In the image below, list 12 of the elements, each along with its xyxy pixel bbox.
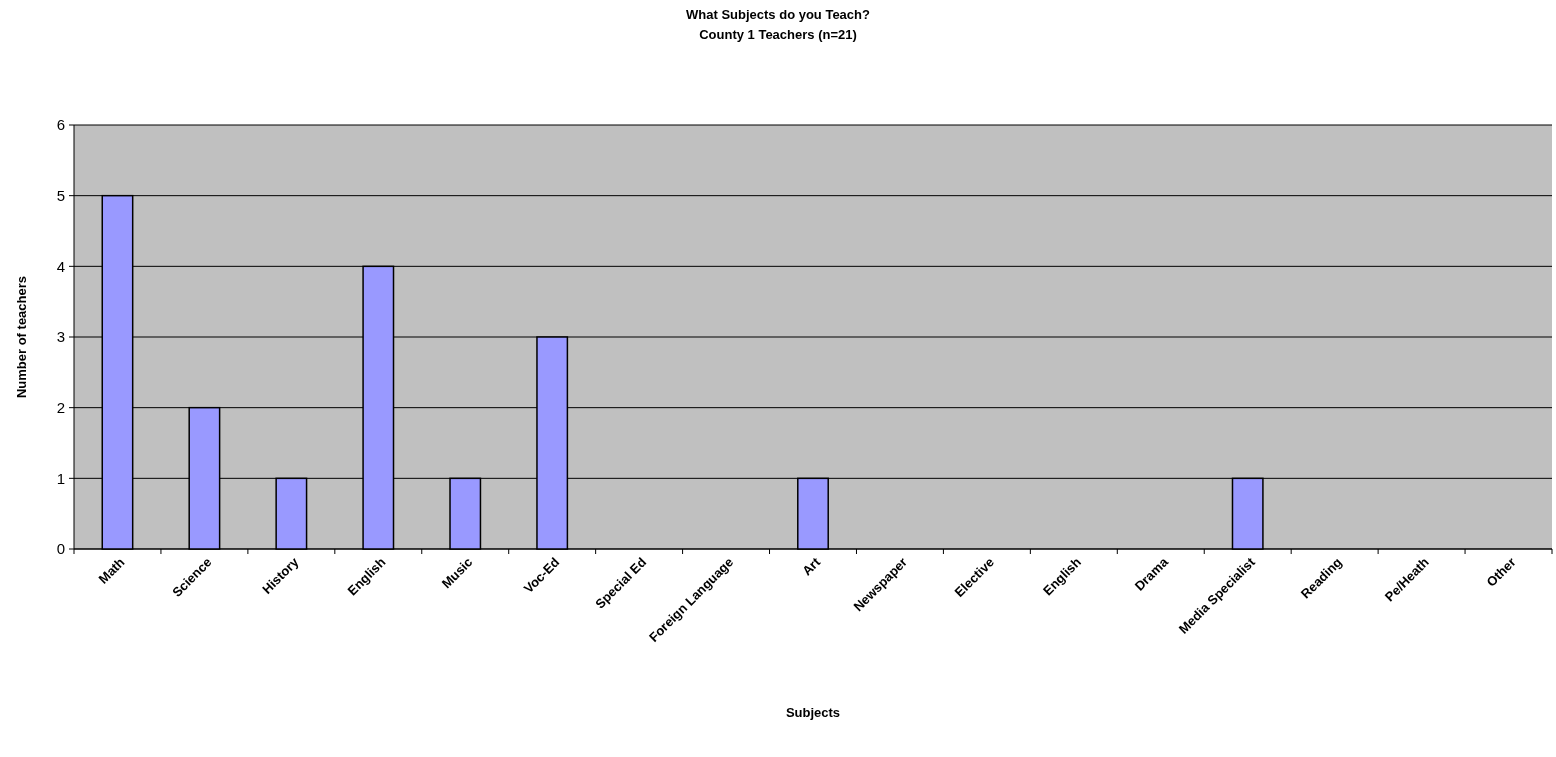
y-tick-label: 4 [56,257,65,275]
chart-title: What Subjects do you Teach? [686,7,871,22]
x-tick-label: Art [799,554,824,579]
y-tick-label: 0 [56,540,65,558]
y-tick-label: 1 [56,469,65,487]
y-axis-title: Number of teachers [14,275,29,399]
y-tick-label: 2 [56,398,65,416]
y-tick-label: 3 [56,328,65,346]
x-axis-title: Subjects [785,705,841,720]
y-tick-label: 5 [56,186,65,204]
y-tick-label: 6 [56,116,65,134]
chart-subtitle: County 1 Teachers (n=21) [699,27,857,42]
